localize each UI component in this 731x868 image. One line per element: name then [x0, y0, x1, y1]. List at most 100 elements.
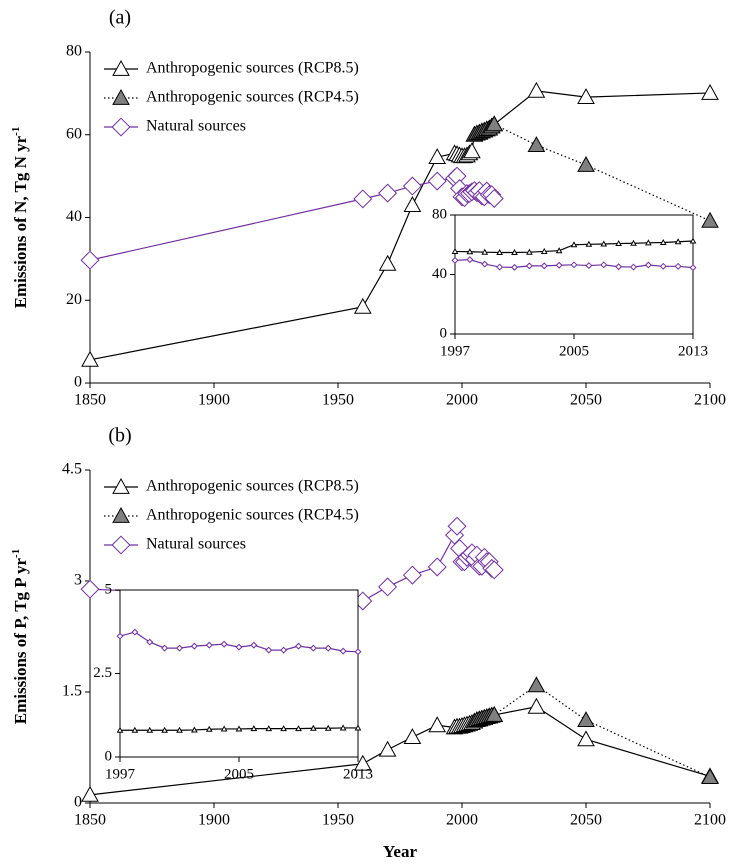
data-marker [644, 261, 652, 269]
data-marker [659, 238, 667, 246]
x-tick-label: 2000 [446, 392, 478, 409]
data-marker [600, 261, 608, 269]
data-marker [378, 577, 398, 597]
data-marker [527, 81, 546, 98]
y-axis-label: Emissions of P, Tg P yr-1 [10, 549, 30, 724]
data-marker [353, 189, 373, 209]
y-axis-label-text: Emissions of P, Tg P yr [11, 558, 30, 725]
data-marker [205, 641, 213, 649]
y-tick-label: 40 [66, 208, 82, 225]
data-marker [496, 248, 503, 255]
data-marker [161, 644, 169, 652]
data-marker [428, 716, 447, 733]
data-marker [674, 262, 682, 270]
legend-label: Anthropogenic sources (RCP8.5) [146, 60, 359, 77]
data-marker [220, 725, 228, 732]
data-marker [577, 88, 595, 104]
x-tick-label: 2013 [343, 766, 373, 782]
y-tick-label: 20 [66, 291, 82, 308]
data-marker [403, 728, 422, 745]
data-marker [555, 247, 563, 254]
y-tick-label: 0 [105, 748, 113, 764]
y-axis-label-text: Emissions of N, Tg N yr [11, 135, 30, 308]
data-marker [131, 726, 139, 733]
data-marker [176, 726, 183, 733]
x-tick-label: 2050 [570, 392, 602, 409]
data-marker [585, 240, 593, 247]
data-marker [265, 646, 273, 654]
data-marker [701, 768, 719, 784]
x-tick-label: 1997 [105, 766, 136, 782]
y-tick-label: 0 [74, 794, 82, 811]
data-marker [146, 726, 154, 733]
x-tick-label: 2000 [446, 812, 478, 829]
data-marker [190, 642, 198, 650]
data-marker [689, 237, 697, 244]
x-tick-label: 1950 [322, 392, 354, 409]
legend-marker [112, 88, 130, 105]
data-marker [466, 248, 474, 255]
data-marker [378, 740, 397, 757]
data-marker [295, 725, 302, 732]
legend-label: Natural sources [146, 536, 246, 553]
data-marker [451, 256, 459, 264]
data-marker [81, 350, 99, 367]
x-tick-label: 1900 [198, 812, 230, 829]
data-marker [701, 83, 719, 100]
data-marker [339, 647, 347, 655]
data-marker [146, 638, 154, 646]
data-marker [427, 171, 447, 191]
x-tick-label: 2005 [224, 766, 254, 782]
data-marker [540, 262, 548, 270]
data-marker [81, 785, 99, 802]
data-marker [324, 724, 332, 731]
y-tick-label: 0 [440, 325, 448, 341]
data-marker [116, 632, 124, 640]
x-tick-label: 1850 [74, 812, 106, 829]
data-marker [280, 725, 287, 732]
data-marker [447, 516, 467, 536]
data-marker [540, 247, 548, 254]
data-marker [659, 262, 667, 270]
data-marker [324, 644, 332, 652]
data-marker [354, 724, 362, 731]
data-marker [630, 239, 637, 246]
data-marker [402, 176, 422, 196]
data-marker [427, 557, 447, 577]
legend-label: Natural sources [146, 118, 246, 135]
legend-marker [112, 477, 130, 494]
data-marker [689, 264, 697, 272]
x-tick-label: 1900 [198, 392, 230, 409]
y-tick-label: 3 [74, 572, 82, 589]
legend-marker [112, 59, 130, 76]
data-marker [466, 256, 474, 264]
data-marker [131, 628, 139, 636]
y-tick-label: 2.5 [93, 665, 112, 681]
legend-marker [111, 117, 131, 137]
panel-label: (a) [109, 7, 131, 29]
y-tick-label: 40 [432, 266, 447, 282]
data-marker [339, 724, 347, 731]
data-marker [403, 196, 422, 212]
data-marker [484, 560, 504, 580]
x-tick-label: 2005 [559, 343, 589, 359]
data-marker [577, 711, 595, 728]
data-marker [463, 142, 481, 159]
data-marker [527, 136, 546, 152]
data-marker [353, 297, 372, 314]
data-marker [428, 148, 447, 164]
data-marker [235, 643, 243, 651]
data-marker [353, 754, 372, 771]
data-marker [220, 640, 228, 648]
x-tick-label: 1997 [440, 343, 471, 359]
legend-marker [111, 535, 131, 555]
data-marker [265, 725, 273, 732]
data-marker [235, 725, 243, 732]
data-marker [585, 262, 593, 270]
data-marker [555, 261, 563, 269]
data-marker [527, 697, 546, 714]
inset-frame [119, 589, 359, 758]
data-marker [485, 115, 504, 132]
legend-label: Anthropogenic sources (RCP4.5) [146, 89, 359, 106]
data-marker [484, 188, 504, 208]
